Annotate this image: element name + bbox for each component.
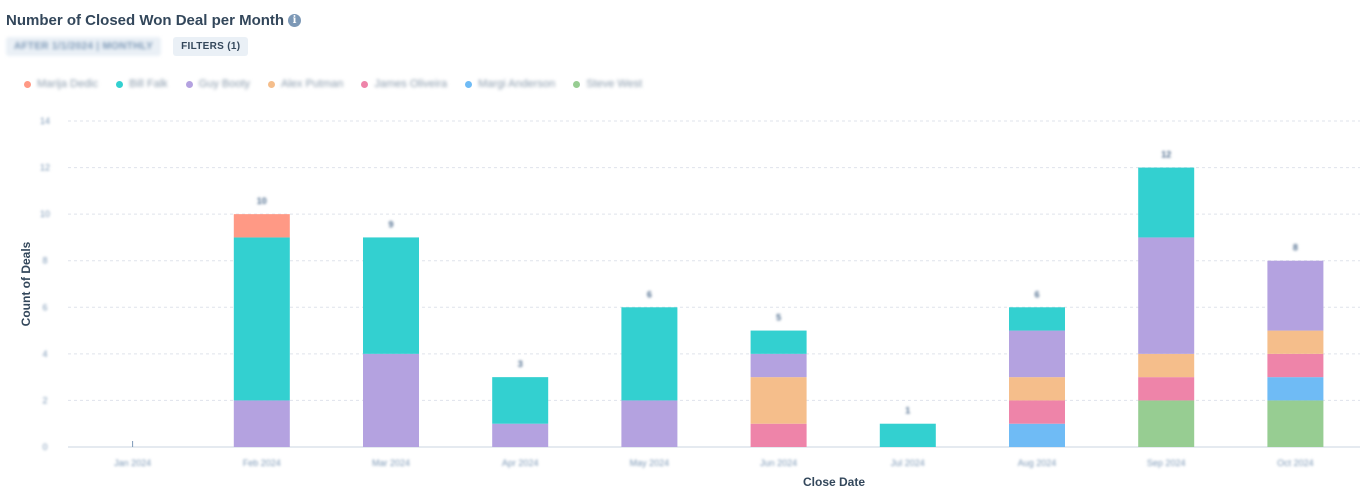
legend-label: Alex Putman — [281, 78, 344, 90]
legend-item[interactable]: Bill Falk — [116, 78, 168, 90]
x-tick-label: Jul 2024 — [891, 458, 925, 468]
bar-segment — [1009, 400, 1065, 424]
bar-segment — [750, 330, 807, 354]
bar-segment — [879, 423, 936, 447]
bar-segment — [363, 237, 419, 354]
bar-total-label: 8 — [1293, 243, 1298, 253]
chart-legend: Marija Dedic Bill Falk Guy Booty Alex Putma… — [24, 78, 642, 90]
bar-segment — [233, 237, 290, 401]
x-axis-title: Close Date — [803, 475, 865, 489]
legend-item[interactable]: Margi Anderson — [465, 78, 555, 90]
bar-segment — [1009, 377, 1065, 401]
bar-segment — [1009, 423, 1065, 447]
bar-total-label: 9 — [388, 219, 393, 229]
legend-label: Guy Booty — [198, 78, 251, 90]
bar-segment — [1138, 400, 1195, 447]
title-row: Number of Closed Won Deal per Month i — [6, 12, 302, 29]
legend-swatch — [361, 80, 369, 88]
bar-segment — [1009, 330, 1065, 378]
bar-segment — [363, 353, 419, 447]
bar-segment — [1267, 330, 1324, 354]
legend-item[interactable]: Guy Booty — [185, 78, 251, 90]
bar-total-label: 6 — [647, 289, 652, 299]
legend-item[interactable]: Marija Dedic — [24, 78, 98, 90]
x-tick-label: Mar 2024 — [372, 458, 410, 468]
bar-segment — [492, 423, 549, 447]
bar-total-label: 1 — [905, 406, 910, 416]
bar-segment — [1138, 237, 1195, 354]
bar-segment — [1138, 353, 1195, 378]
y-tick-label: 4 — [42, 349, 47, 359]
y-tick-label: 0 — [42, 442, 47, 452]
legend-item[interactable]: James Oliveira — [361, 78, 447, 90]
bar-segment — [1267, 377, 1324, 401]
y-tick-label: 12 — [40, 163, 50, 173]
bar-segment — [1267, 260, 1324, 331]
bar-total-label: 6 — [1034, 289, 1039, 299]
bar-segment — [1267, 400, 1324, 447]
legend-label: Bill Falk — [129, 78, 168, 90]
bar-segment — [1009, 307, 1065, 331]
x-tick-label: Apr 2024 — [502, 458, 539, 468]
bar-total-label: 5 — [776, 313, 781, 323]
x-tick-label: Oct 2024 — [1277, 458, 1314, 468]
y-tick-label: 6 — [42, 302, 47, 312]
bar-segment — [621, 307, 678, 401]
legend-label: Marija Dedic — [37, 78, 99, 90]
bar-total-label: 3 — [518, 359, 523, 369]
bar-segment — [1138, 167, 1195, 238]
x-tick-label: May 2024 — [630, 458, 670, 468]
legend-swatch — [268, 80, 276, 88]
bar-segment — [1267, 353, 1324, 378]
legend-swatch — [116, 80, 124, 88]
legend-swatch — [24, 80, 31, 88]
bar-segment — [492, 377, 549, 424]
bar-segment — [621, 400, 678, 447]
x-tick-label: Aug 2024 — [1018, 458, 1057, 468]
bar-segment — [750, 377, 807, 424]
bar-segment — [1138, 377, 1195, 401]
y-tick-label: 14 — [40, 116, 50, 126]
bar-segment — [750, 423, 807, 447]
legend-label: Steve West — [586, 78, 643, 90]
bar-total-label: 10 — [257, 196, 267, 206]
x-tick-label: Jan 2024 — [114, 458, 151, 468]
bar-segment — [233, 214, 290, 238]
y-tick-label: 8 — [42, 256, 47, 266]
legend-item[interactable]: Steve West — [573, 78, 642, 90]
x-tick-label: Feb 2024 — [243, 458, 281, 468]
x-tick-label: Jun 2024 — [760, 458, 797, 468]
bar-segment — [750, 353, 807, 378]
y-tick-label: 10 — [40, 209, 50, 219]
date-range-tag[interactable]: AFTER 1/1/2024 | MONTHLY — [6, 37, 162, 56]
x-tick-label: Sep 2024 — [1147, 458, 1186, 468]
legend-swatch — [185, 80, 193, 88]
filters-button[interactable]: FILTERS (1) — [173, 37, 249, 56]
info-icon[interactable]: i — [288, 14, 302, 27]
legend-label: Margi Anderson — [478, 78, 556, 90]
chart-title: Number of Closed Won Deal per Month — [6, 12, 285, 29]
legend-swatch — [465, 80, 473, 88]
bar-segment — [233, 400, 290, 447]
filter-tags: AFTER 1/1/2024 | MONTHLY FILTERS (1) — [6, 37, 249, 56]
y-tick-label: 2 — [42, 395, 47, 405]
legend-label: James Oliveira — [374, 78, 448, 90]
y-axis-title: Count of Deals — [19, 241, 33, 326]
bar-total-label: 12 — [1161, 150, 1171, 160]
legend-item[interactable]: Alex Putman — [268, 78, 343, 90]
legend-swatch — [573, 80, 581, 88]
